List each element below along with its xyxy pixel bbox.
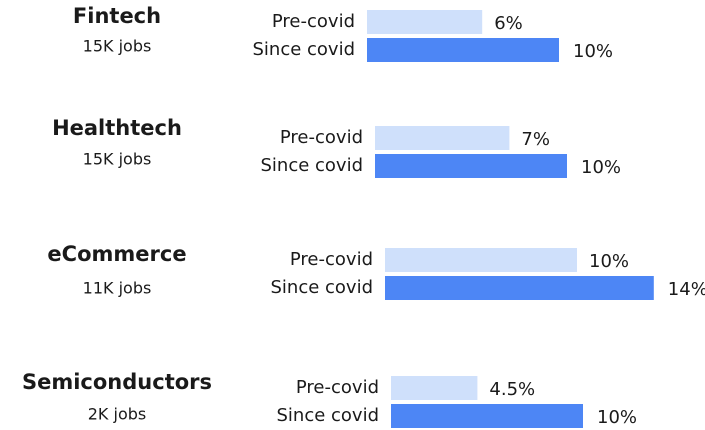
value-label: 10% — [597, 407, 637, 428]
bar — [375, 126, 510, 150]
bar — [385, 276, 654, 300]
value-label: 10% — [573, 41, 613, 62]
value-label: 6% — [494, 13, 523, 34]
bar — [367, 10, 483, 34]
category-label: Since covid — [252, 39, 355, 60]
bar — [385, 248, 577, 272]
group-subtitle: 2K jobs — [88, 405, 146, 424]
value-label: 4.5% — [489, 379, 535, 400]
category-label: Since covid — [260, 155, 363, 176]
value-label: 10% — [589, 251, 629, 272]
category-label: Since covid — [270, 277, 373, 298]
bar — [375, 154, 567, 178]
group-subtitle: 15K jobs — [83, 150, 152, 169]
category-label: Pre-covid — [272, 11, 355, 32]
category-label: Pre-covid — [296, 377, 379, 398]
group-title: eCommerce — [47, 242, 186, 266]
group-subtitle: 15K jobs — [83, 37, 152, 56]
group-title: Healthtech — [52, 116, 182, 140]
bar — [391, 404, 583, 428]
bar — [391, 376, 478, 400]
bar — [367, 38, 559, 62]
category-label: Pre-covid — [290, 249, 373, 270]
value-label: 10% — [581, 157, 621, 178]
value-label: 14% — [668, 279, 705, 300]
group-title: Fintech — [73, 4, 161, 28]
value-label: 7% — [521, 129, 550, 150]
group-title: Semiconductors — [22, 370, 212, 394]
category-label: Pre-covid — [280, 127, 363, 148]
group-subtitle: 11K jobs — [83, 279, 152, 298]
category-label: Since covid — [276, 405, 379, 426]
